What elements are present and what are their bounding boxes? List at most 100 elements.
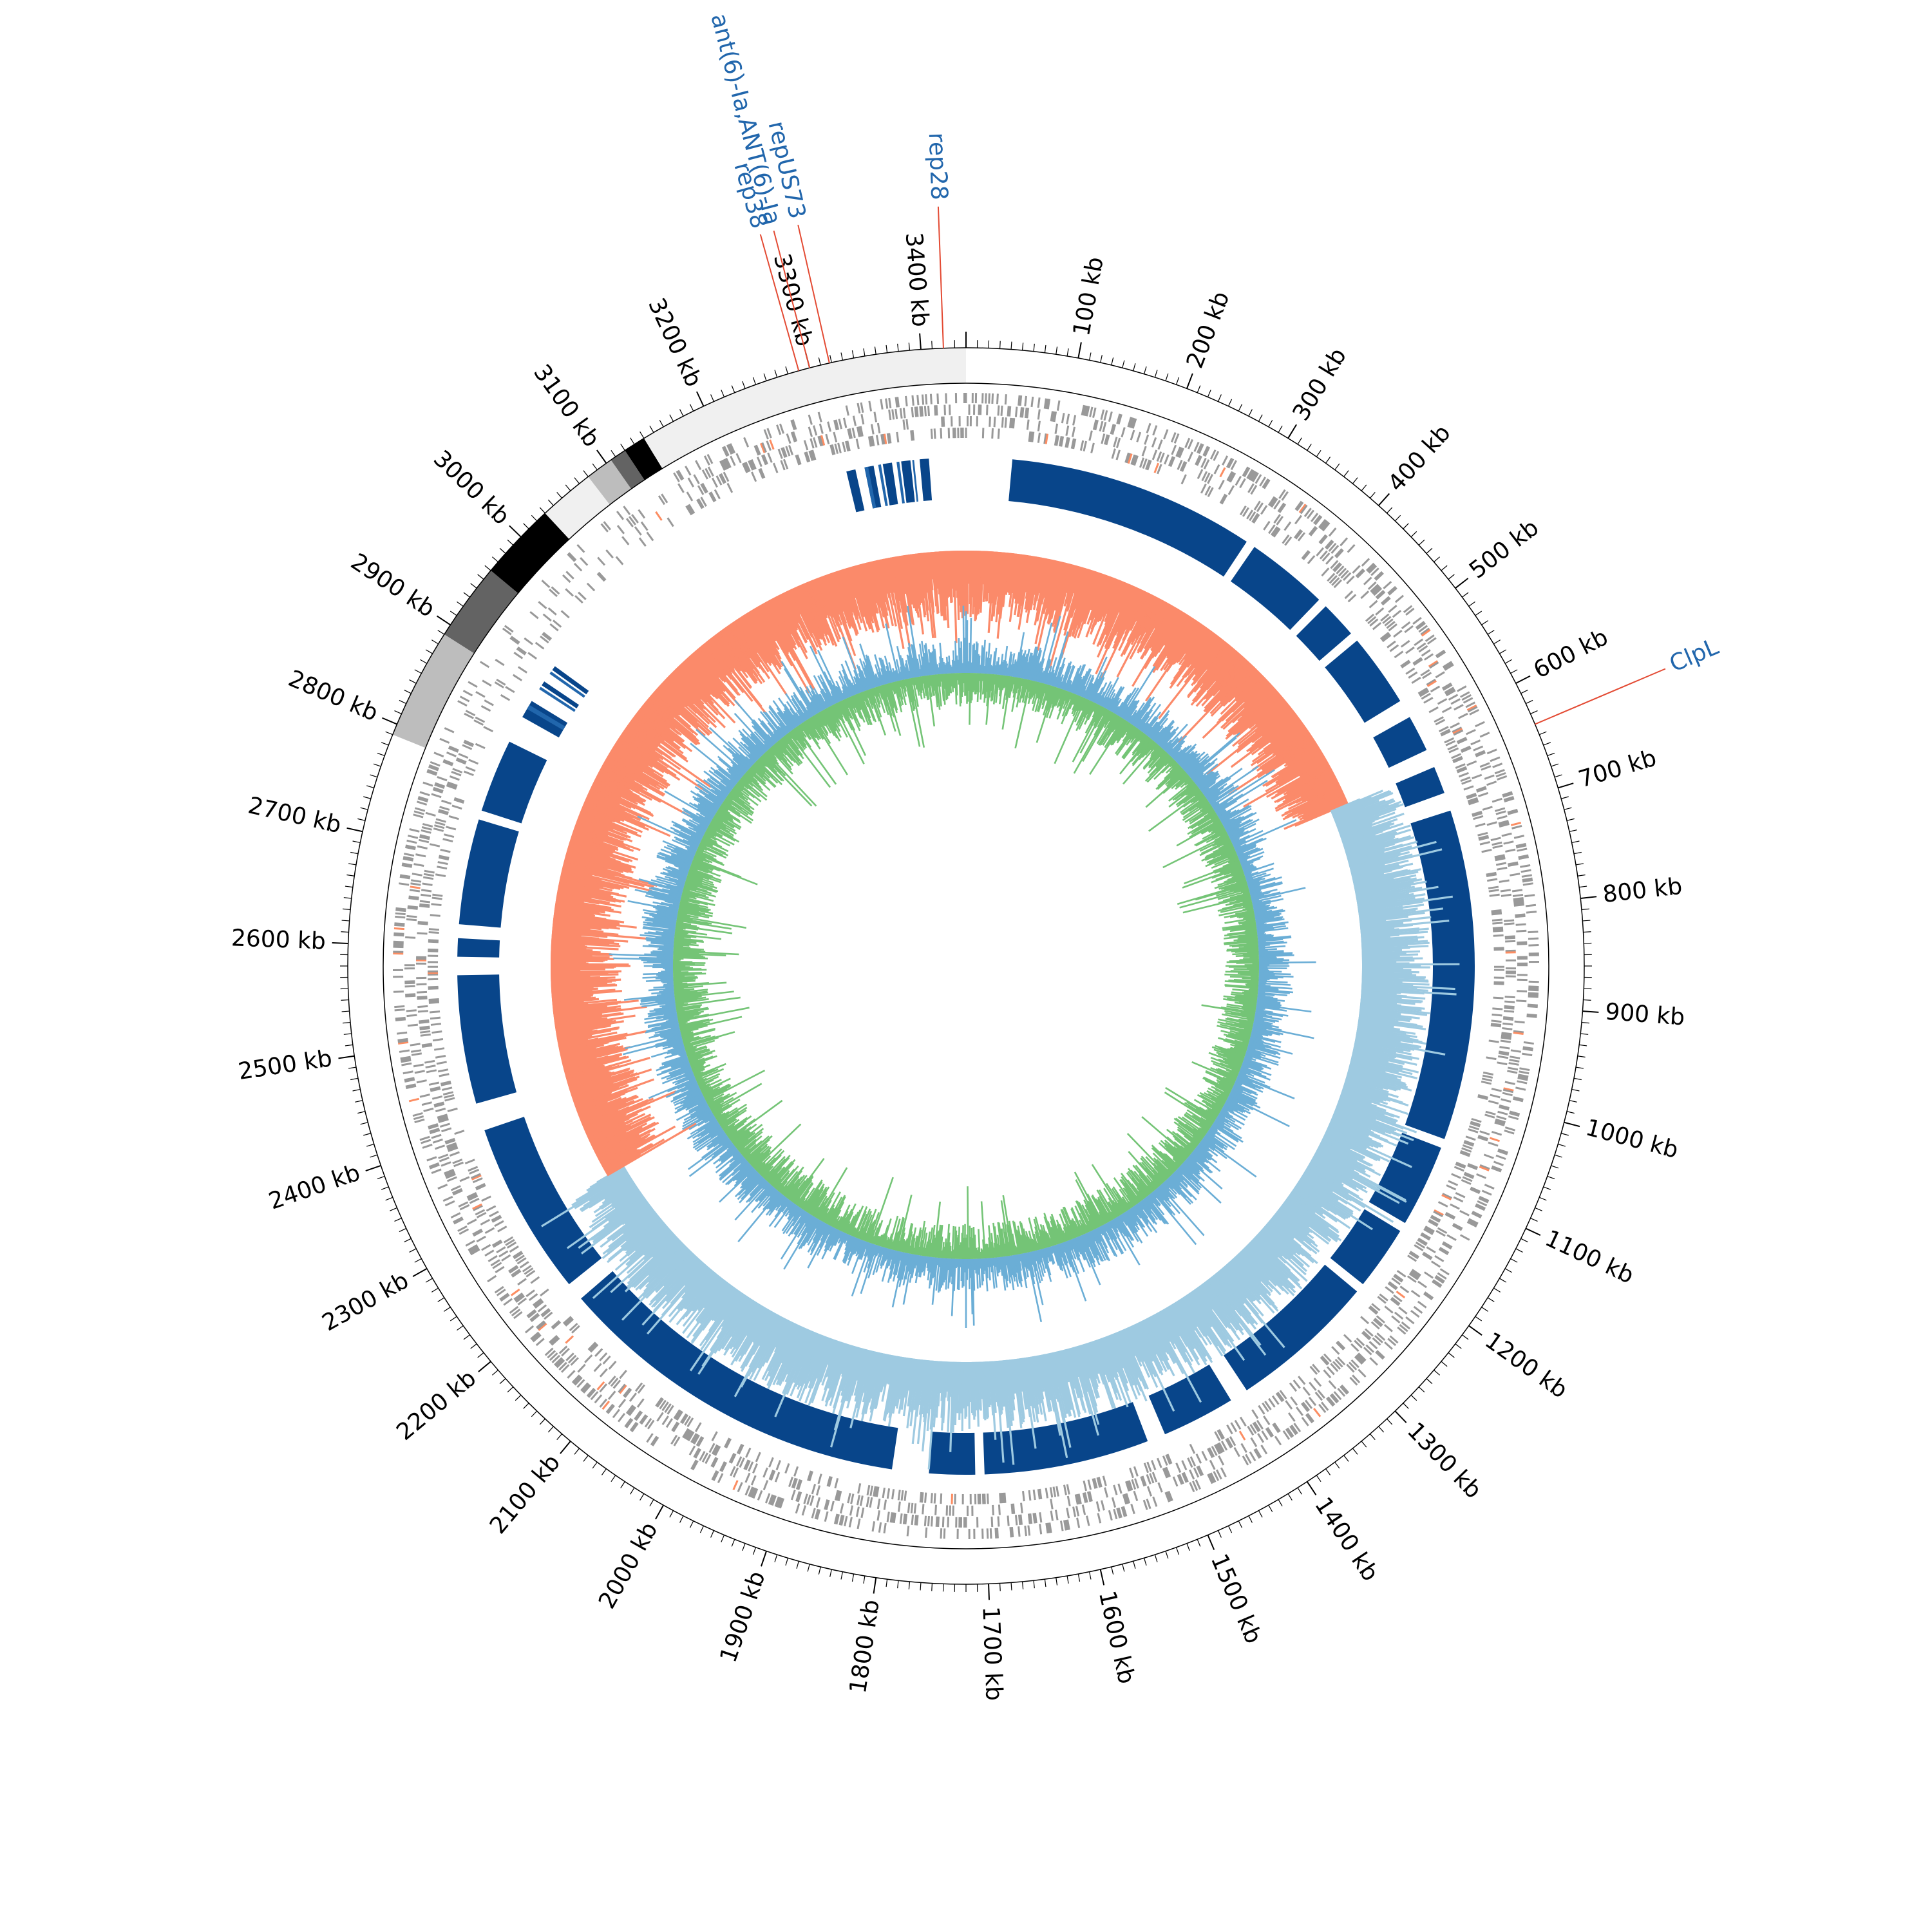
cds-feature [1242,1455,1249,1466]
cds-feature [430,1086,440,1091]
contig-segment [643,348,966,469]
cds-feature [846,440,851,451]
cds-feature [501,1254,511,1262]
cds-feature [1146,1461,1152,1472]
cds-feature [711,477,718,488]
cds-feature [1448,747,1459,753]
cds-feature [1447,744,1458,751]
cds-feature [1298,1376,1306,1385]
cds-feature [1360,1316,1370,1325]
cds-feature [1372,621,1382,630]
cds-feature [1455,1163,1466,1169]
cds-feature [1463,785,1474,791]
cds-feature [537,1304,547,1312]
cds-feature [1337,1356,1346,1366]
cds-feature [1508,1066,1519,1071]
cds-feature [708,1443,715,1454]
cds-feature [1417,1300,1427,1309]
cds-feature [1481,1077,1493,1082]
cds-feature [517,666,527,674]
cds-feature [446,826,457,831]
cds-feature [395,909,406,913]
cds-feature [496,678,506,686]
cds-feature [1066,1508,1070,1519]
cds-feature [1417,1280,1427,1289]
cds-feature [1393,629,1403,638]
cds-feature [1152,425,1158,436]
cds-feature [991,393,994,404]
cds-feature [1494,855,1506,860]
cds-feature [829,444,835,455]
cds-feature [1486,873,1497,877]
cds-feature [1284,536,1293,546]
cds-feature [1313,515,1321,524]
blast-hit [1368,1132,1441,1224]
cds-feature [498,1250,509,1258]
cds-feature [742,462,748,473]
cds-feature [1405,646,1415,654]
cds-feature [1203,459,1210,469]
cds-feature [597,556,606,566]
cds-feature [430,1023,442,1026]
cds-feature [824,1511,829,1522]
cds-feature [509,1266,519,1274]
cds-feature [1164,1467,1170,1478]
cds-feature [1302,1401,1311,1412]
cds-feature [458,753,469,759]
cds-feature [1172,1476,1179,1487]
cds-feature [842,417,848,428]
cds-feature [582,1384,591,1394]
cds-feature [462,744,473,750]
cds-feature [1515,1086,1526,1091]
cds-feature [419,1019,430,1023]
cds-feature [1461,779,1472,785]
cds-feature [1492,797,1502,803]
cds-feature [780,460,786,471]
blast-hit [459,819,519,928]
cds-feature [1108,411,1113,422]
cds-feature [986,1528,989,1539]
cds-feature [495,658,505,667]
cds-feature [504,625,514,633]
cds-feature [1508,863,1519,867]
cds-feature [580,557,589,566]
cds-feature [688,504,696,514]
cds-feature [1177,1474,1183,1485]
cds-feature [1473,815,1484,820]
cds-feature [1459,1209,1470,1217]
cds-feature [542,633,551,641]
cds-feature [449,1151,460,1157]
cds-feature [426,770,437,776]
cds-feature [480,1218,491,1226]
cds-feature [935,405,938,416]
cds-feature [916,1515,919,1526]
cds-feature [1492,844,1503,849]
cds-feature [825,433,830,444]
cds-feature [656,1412,664,1422]
cds-feature [810,450,815,461]
blast-hit [983,1402,1148,1475]
cds-feature [500,1294,510,1302]
cds-feature [1325,555,1334,565]
cds-feature [1181,461,1188,472]
cds-feature [869,1485,874,1497]
cds-feature [1432,1279,1443,1287]
cds-feature [1392,609,1402,618]
cds-feature [409,889,421,893]
gc-content-bar [968,642,971,674]
cds-feature [560,1364,570,1373]
cds-feature [1233,1446,1240,1457]
cds-feature [522,1265,532,1273]
cds-feature [764,1493,771,1504]
cds-feature [1377,1296,1387,1304]
cds-feature [834,1478,839,1489]
cds-feature [1522,1048,1533,1052]
cds-feature [1012,1503,1016,1514]
cds-feature [413,810,424,815]
cds-feature [1479,1164,1490,1170]
cds-feature [406,918,417,922]
cds-feature [700,483,707,494]
cds-feature [1163,429,1169,440]
cds-feature [1461,1147,1472,1153]
cds-feature [1213,451,1220,461]
